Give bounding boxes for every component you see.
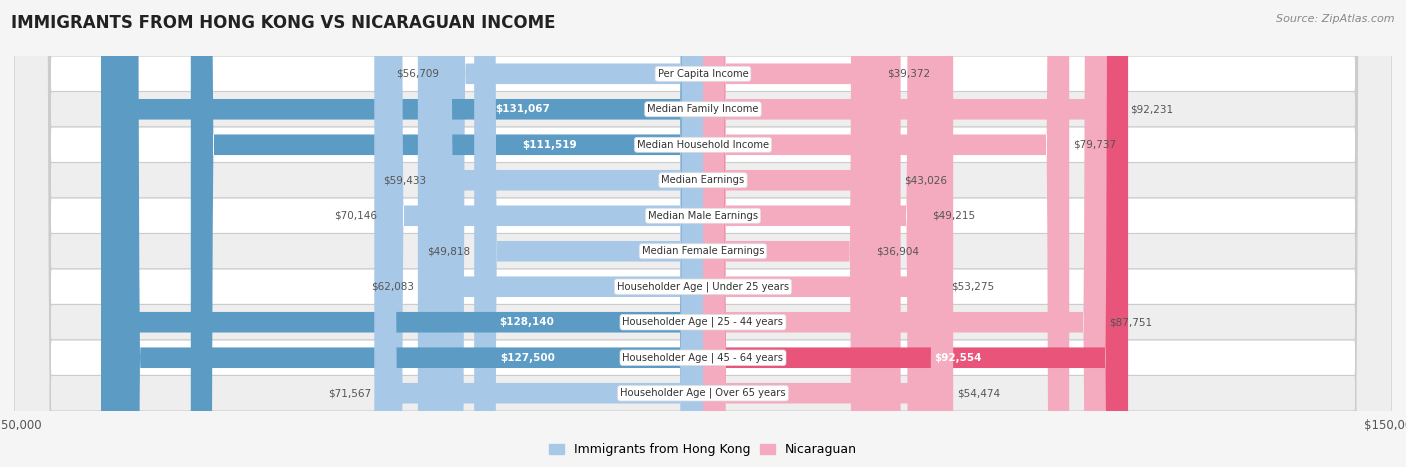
FancyBboxPatch shape	[14, 0, 1392, 467]
Text: $71,567: $71,567	[328, 388, 371, 398]
Text: $43,026: $43,026	[904, 175, 948, 185]
FancyBboxPatch shape	[14, 0, 1392, 467]
FancyBboxPatch shape	[117, 0, 703, 467]
Text: $49,818: $49,818	[427, 246, 471, 256]
FancyBboxPatch shape	[381, 0, 703, 467]
Text: $54,474: $54,474	[956, 388, 1000, 398]
Text: Source: ZipAtlas.com: Source: ZipAtlas.com	[1277, 14, 1395, 24]
FancyBboxPatch shape	[14, 0, 1392, 467]
FancyBboxPatch shape	[14, 0, 1392, 467]
FancyBboxPatch shape	[14, 0, 1392, 467]
Text: $92,554: $92,554	[935, 353, 981, 363]
FancyBboxPatch shape	[703, 0, 1107, 467]
FancyBboxPatch shape	[14, 0, 1392, 467]
Text: Median Male Earnings: Median Male Earnings	[648, 211, 758, 221]
FancyBboxPatch shape	[703, 0, 1128, 467]
FancyBboxPatch shape	[114, 0, 703, 467]
Text: $70,146: $70,146	[335, 211, 377, 221]
FancyBboxPatch shape	[703, 0, 929, 467]
Text: $53,275: $53,275	[950, 282, 994, 292]
FancyBboxPatch shape	[703, 0, 873, 467]
FancyBboxPatch shape	[703, 0, 1069, 467]
Text: $62,083: $62,083	[371, 282, 415, 292]
Text: IMMIGRANTS FROM HONG KONG VS NICARAGUAN INCOME: IMMIGRANTS FROM HONG KONG VS NICARAGUAN …	[11, 14, 555, 32]
Text: $56,709: $56,709	[396, 69, 439, 79]
Text: $92,231: $92,231	[1130, 104, 1173, 114]
Text: $131,067: $131,067	[495, 104, 550, 114]
FancyBboxPatch shape	[474, 0, 703, 467]
FancyBboxPatch shape	[191, 0, 703, 467]
FancyBboxPatch shape	[14, 0, 1392, 467]
FancyBboxPatch shape	[418, 0, 703, 467]
FancyBboxPatch shape	[703, 0, 948, 467]
FancyBboxPatch shape	[703, 0, 901, 467]
Text: Householder Age | Over 65 years: Householder Age | Over 65 years	[620, 388, 786, 398]
Text: $39,372: $39,372	[887, 69, 931, 79]
FancyBboxPatch shape	[14, 0, 1392, 467]
Text: $79,737: $79,737	[1073, 140, 1116, 150]
FancyBboxPatch shape	[14, 0, 1392, 467]
FancyBboxPatch shape	[703, 0, 884, 467]
Text: $59,433: $59,433	[384, 175, 426, 185]
FancyBboxPatch shape	[14, 0, 1392, 467]
Text: Median Earnings: Median Earnings	[661, 175, 745, 185]
Text: $128,140: $128,140	[499, 317, 554, 327]
Text: $111,519: $111,519	[522, 140, 576, 150]
Text: $36,904: $36,904	[876, 246, 920, 256]
FancyBboxPatch shape	[101, 0, 703, 467]
Text: $87,751: $87,751	[1109, 317, 1153, 327]
FancyBboxPatch shape	[374, 0, 703, 467]
Text: $49,215: $49,215	[932, 211, 976, 221]
FancyBboxPatch shape	[430, 0, 703, 467]
Text: Householder Age | 25 - 44 years: Householder Age | 25 - 44 years	[623, 317, 783, 327]
Text: Median Family Income: Median Family Income	[647, 104, 759, 114]
Text: Householder Age | Under 25 years: Householder Age | Under 25 years	[617, 282, 789, 292]
FancyBboxPatch shape	[703, 0, 1126, 467]
Text: Householder Age | 45 - 64 years: Householder Age | 45 - 64 years	[623, 353, 783, 363]
Text: Median Household Income: Median Household Income	[637, 140, 769, 150]
Text: Per Capita Income: Per Capita Income	[658, 69, 748, 79]
FancyBboxPatch shape	[443, 0, 703, 467]
FancyBboxPatch shape	[703, 0, 953, 467]
Text: Median Female Earnings: Median Female Earnings	[641, 246, 765, 256]
Legend: Immigrants from Hong Kong, Nicaraguan: Immigrants from Hong Kong, Nicaraguan	[544, 439, 862, 461]
Text: $127,500: $127,500	[501, 353, 555, 363]
